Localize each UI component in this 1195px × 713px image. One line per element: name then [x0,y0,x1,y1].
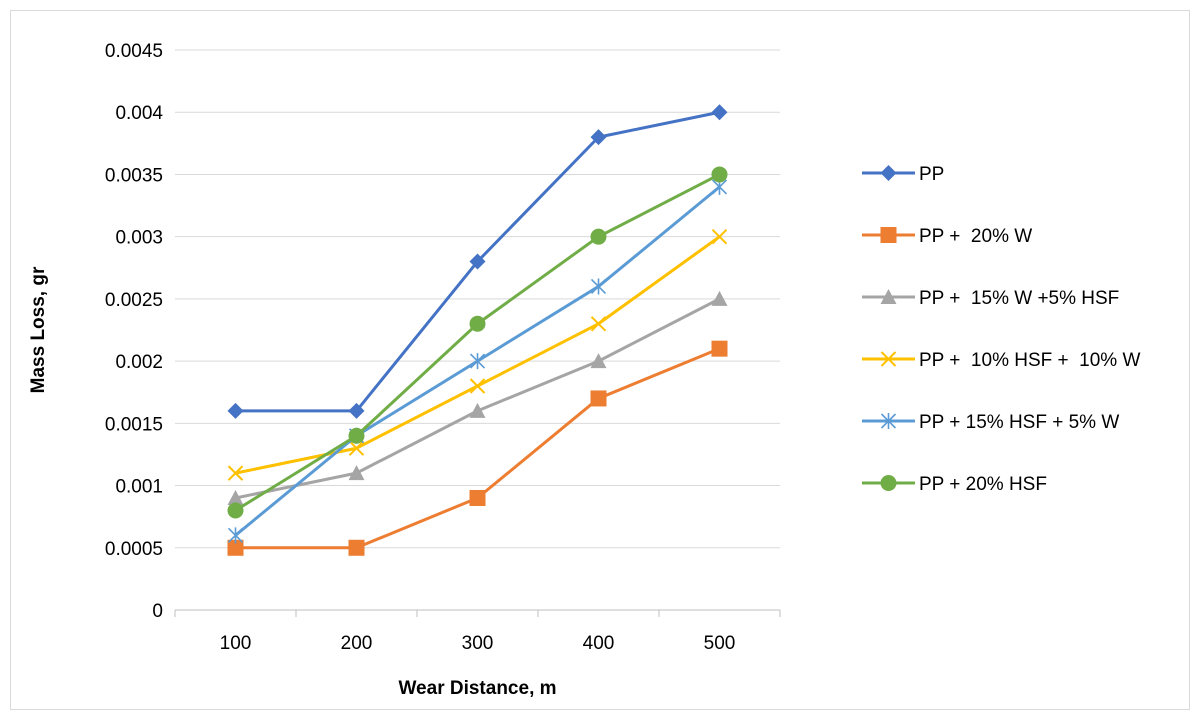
x-tick-label: 200 [341,633,373,654]
data-point [227,502,244,519]
data-point [227,539,244,556]
series-line [234,173,721,512]
data-point [348,465,365,481]
data-point [348,402,365,419]
legend-marker [880,413,897,429]
data-point [711,166,728,183]
data-point [348,440,365,456]
y-tick-label: 0.0015 [105,414,163,435]
legend-entry: PP + 10% HSF + 10% W [919,350,1140,371]
y-tick-label: 0.0025 [105,290,163,311]
data-point [469,353,486,370]
legend-entry: PP + 15% HSF + 5% W [919,412,1119,433]
legend-marker [880,165,897,181]
data-point [590,353,607,369]
y-axis-title: Mass Loss, gr [28,266,49,393]
x-axis-title: Wear Distance, m [398,678,556,699]
x-tick-label: 400 [583,633,615,654]
data-point [711,228,728,245]
y-tick-label: 0.003 [115,228,163,249]
legend-entry: PP + 15% W +5% HSF [919,288,1119,309]
data-point [469,402,486,418]
legend-marker [880,351,897,367]
data-point [590,129,607,146]
legend-entry: PP [919,164,944,185]
y-tick-label: 0 [152,601,163,622]
y-tick-label: 0.0005 [105,539,163,560]
data-point [227,527,244,544]
data-point [469,315,486,332]
data-point [469,378,486,394]
x-tick-label: 500 [704,633,736,654]
data-point [227,465,244,481]
legend-entry: PP + 20% HSF [919,474,1047,495]
data-point [590,316,607,332]
data-point [711,340,728,357]
data-point [348,427,365,444]
data-point [469,490,486,506]
legend-marker [880,227,897,243]
legend-marker [880,475,897,491]
data-point [711,290,728,306]
data-point [469,253,486,270]
data-point [711,104,728,121]
data-point [227,402,244,419]
legend-marker [880,289,897,304]
data-point [590,228,607,245]
y-tick-label: 0.0045 [105,41,163,62]
x-tick-label: 100 [220,633,252,654]
data-point [348,539,365,556]
y-tick-label: 0.0035 [105,165,163,186]
legend-entry: PP + 20% W [919,226,1032,247]
series-line [235,347,721,550]
y-tick-label: 0.002 [115,352,163,373]
y-tick-label: 0.004 [115,103,163,124]
data-point [590,278,607,295]
y-tick-label: 0.001 [115,477,163,498]
data-point [227,490,244,505]
data-point [590,390,607,407]
x-tick-label: 300 [462,633,494,654]
